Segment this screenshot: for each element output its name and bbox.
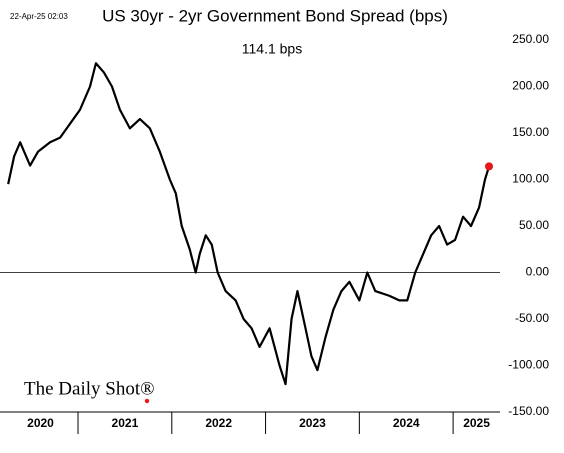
timestamp: 22-Apr-25 02:03	[10, 12, 68, 21]
last-point	[485, 162, 494, 171]
x-category-label: 2022	[205, 416, 232, 430]
x-category-label: 2024	[393, 416, 420, 430]
logo-dot	[144, 398, 150, 404]
y-tick-label: 50.00	[519, 218, 549, 232]
y-tick-label: 250.00	[512, 32, 549, 46]
data-line	[7, 62, 491, 386]
annotation: 114.1 bps	[242, 41, 302, 57]
x-category-label: 2020	[27, 416, 54, 430]
y-tick-label: 100.00	[512, 172, 549, 186]
y-tick-label: 0.00	[526, 265, 550, 279]
x-category-label: 2025	[463, 416, 490, 430]
y-tick-label: 200.00	[512, 79, 549, 93]
y-tick-label: 150.00	[512, 125, 549, 139]
source-logo: The Daily Shot®	[24, 378, 155, 399]
y-tick-label: -150.00	[508, 404, 549, 418]
y-tick-label: -50.00	[515, 311, 549, 325]
x-category-label: 2021	[112, 416, 139, 430]
chart-title: US 30yr - 2yr Government Bond Spread (bp…	[102, 6, 448, 25]
y-tick-label: -100.00	[508, 358, 549, 372]
x-category-label: 2023	[299, 416, 326, 430]
